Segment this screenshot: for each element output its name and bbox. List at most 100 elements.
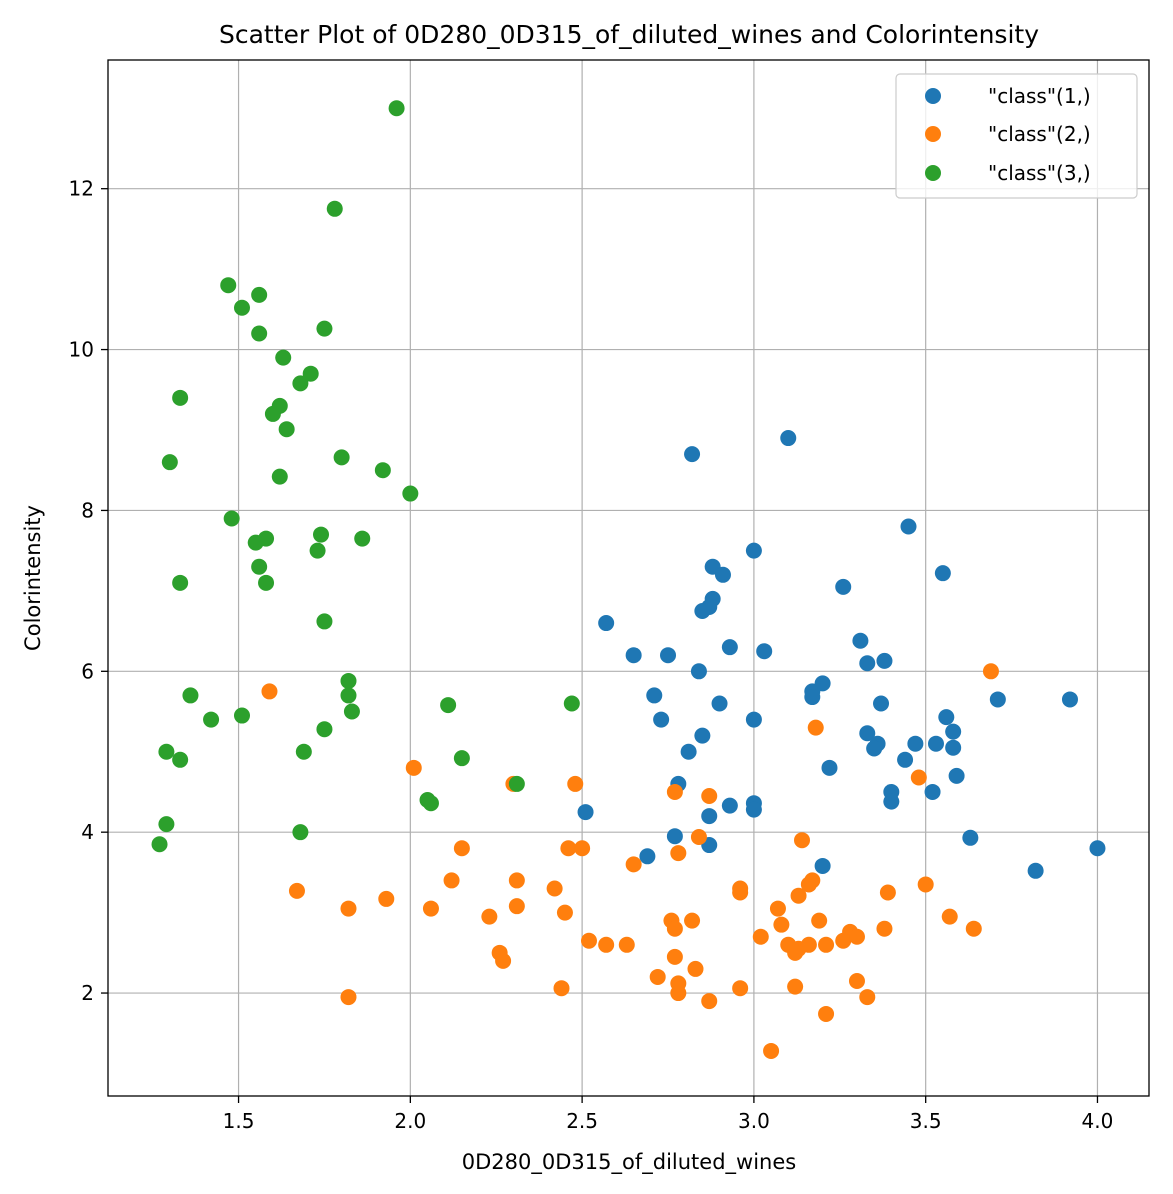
scatter-point-class-1 [680,743,697,760]
x-tick-label: 2.0 [394,1109,426,1133]
scatter-point-class-3 [309,542,326,559]
scatter-point-class-2 [378,890,395,907]
scatter-point-class-2 [800,876,817,893]
scatter-point-class-2 [340,900,357,917]
y-tick-label: 10 [69,338,94,362]
scatter-point-class-2 [790,887,807,904]
scatter-point-class-3 [343,703,360,720]
legend: "class"(1,) "class"(2,) "class"(3,) [895,73,1138,199]
scatter-point-class-1 [821,759,838,776]
x-axis-label: 0D280_0D315_of_diluted_wines [462,1150,796,1175]
scatter-point-class-2 [495,952,512,969]
x-tick-label: 1.5 [223,1109,255,1133]
scatter-point-class-3 [158,816,175,833]
scatter-point-class-2 [670,985,687,1002]
scatter-point-class-3 [422,795,439,812]
scatter-point-class-1 [938,709,955,726]
scatter-point-class-1 [934,565,951,582]
scatter-point-class-1 [780,430,797,447]
scatter-point-class-3 [295,743,312,760]
scatter-point-class-3 [563,695,580,712]
scatter-point-class-3 [340,672,357,689]
scatter-point-class-3 [247,534,264,551]
scatter-point-class-2 [598,936,615,953]
scatter-point-class-3 [440,697,457,714]
y-tick-label: 4 [81,820,94,844]
scatter-point-class-1 [646,687,663,704]
scatter-point-class-2 [701,787,718,804]
scatter-point-class-2 [405,759,422,776]
scatter-point-class-2 [773,916,790,933]
y-tick-label: 8 [81,498,94,522]
scatter-point-class-2 [508,898,525,915]
scatter-point-class-2 [701,993,718,1010]
scatter-point-class-2 [666,920,683,937]
scatter-point-class-2 [261,683,278,700]
scatter-point-class-2 [982,663,999,680]
scatter-point-class-2 [687,960,704,977]
x-tick-label: 3.5 [910,1109,942,1133]
scatter-point-class-2 [965,920,982,937]
scatter-point-class-1 [859,725,876,742]
scatter-point-class-1 [876,652,893,669]
scatter-point-class-1 [1027,862,1044,879]
scatter-point-class-2 [481,908,498,925]
scatter-point-class-3 [151,836,168,853]
scatter-point-class-3 [251,286,268,303]
scatter-point-class-1 [756,643,773,660]
scatter-point-class-2 [560,840,577,857]
scatter-point-class-2 [941,908,958,925]
scatter-point-class-2 [752,928,769,945]
scatter-point-class-1 [745,711,762,728]
scatter-point-class-1 [804,689,821,706]
scatter-point-class-1 [907,735,924,752]
scatter-point-class-2 [848,972,865,989]
scatter-point-class-2 [625,856,642,873]
scatter-point-class-2 [769,900,786,917]
scatter-point-class-3 [275,349,292,366]
scatter-point-class-1 [701,808,718,825]
scatter-point-class-3 [292,375,309,392]
scatter-point-class-3 [316,721,333,738]
scatter-point-class-2 [794,832,810,849]
legend-box [895,73,1138,199]
scatter-point-class-3 [340,687,357,704]
scatter-point-class-2 [859,989,876,1006]
scatter-point-class-2 [574,840,591,857]
data-points [151,100,1106,1059]
y-tick-label: 2 [81,981,94,1005]
scatter-point-class-3 [333,449,350,466]
legend-marker-class-3 [925,165,941,181]
scatter-point-class-1 [694,602,711,619]
scatter-point-class-1 [660,647,677,664]
scatter-point-class-2 [787,978,804,995]
scatter-point-class-3 [251,558,268,575]
scatter-point-class-2 [807,719,824,736]
scatter-point-class-1 [598,615,615,632]
scatter-point-class-1 [927,735,944,752]
scatter-point-class-3 [388,100,405,117]
scatter-point-class-3 [172,389,189,406]
scatter-point-class-2 [910,769,927,786]
scatter-point-class-3 [302,365,319,382]
scatter-point-class-1 [945,723,962,740]
scatter-point-class-1 [1089,840,1106,857]
scatter-point-class-2 [818,936,835,953]
x-tick-label: 3.0 [738,1109,770,1133]
scatter-point-class-2 [666,783,683,800]
scatter-point-class-3 [258,574,275,591]
scatter-point-class-3 [278,421,295,438]
scatter-point-class-3 [316,320,333,337]
scatter-point-class-1 [1061,691,1078,708]
legend-marker-class-1 [925,88,941,104]
legend-label-class-3: "class"(3,) [988,161,1091,185]
scatter-point-class-2 [818,1005,835,1022]
scatter-point-class-2 [690,829,707,845]
scatter-point-class-2 [684,912,701,929]
scatter-point-class-3 [223,510,240,527]
x-tick-label: 2.5 [566,1109,598,1133]
scatter-point-class-3 [172,751,189,768]
chart-title: Scatter Plot of 0D280_0D315_of_diluted_w… [219,20,1039,49]
